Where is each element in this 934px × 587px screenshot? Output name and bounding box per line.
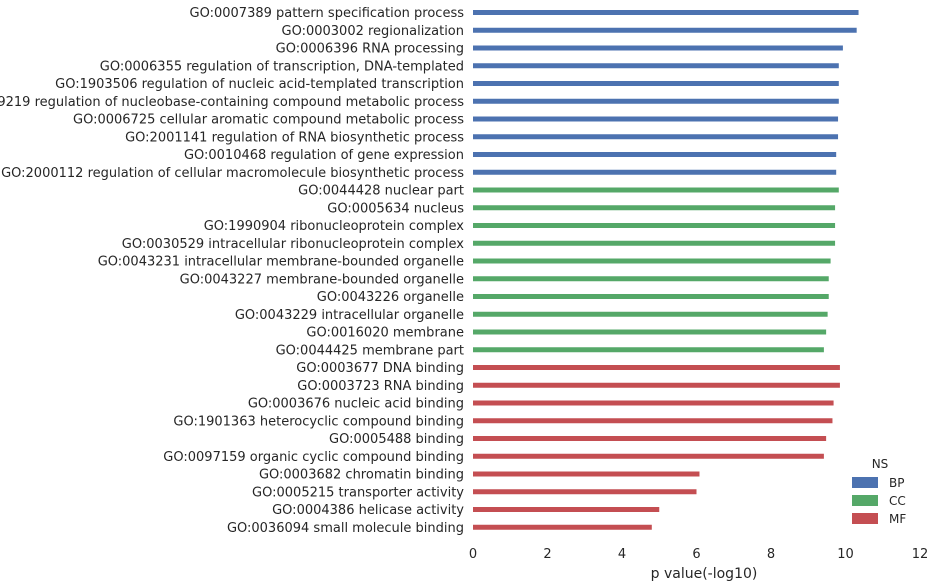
x-tick-label: 2 [543,547,551,562]
legend-label-bp: BP [889,476,904,490]
category-label: GO:0003676 nucleic acid binding [248,397,464,412]
bar-cc [473,240,836,246]
bar-cc [473,187,839,193]
category-label: GO:0006725 cellular aromatic compound me… [73,113,464,128]
bar-cc [473,205,836,211]
category-label: GO:0007389 pattern specification process [190,6,465,21]
bar-bp [473,81,839,86]
bar-mf [473,471,700,477]
category-label: GO:0003682 chromatin binding [259,468,464,483]
bar-bp [473,10,859,15]
category-label: GO:0006355 regulation of transcription, … [100,59,464,74]
x-tick-label: 6 [692,547,700,562]
legend-swatch-cc [852,495,878,506]
bar-mf [473,489,697,495]
bar-mf [473,382,840,388]
category-label: GO:2000112 regulation of cellular macrom… [1,166,464,181]
bar-cc [473,347,824,353]
bar-bp [473,63,839,69]
bar-bp [473,169,837,175]
bar-mf [473,418,833,424]
bar-bp [473,152,837,157]
bar-cc [473,223,836,228]
bar-bp [473,45,843,51]
x-tick-label: 4 [618,547,626,562]
bar-cc [473,311,828,317]
bar-bp [473,27,857,33]
bar-bp [473,98,839,104]
category-label: GO:0003002 regionalization [282,24,464,39]
category-labels: GO:0007389 pattern specification process… [0,6,464,536]
category-label: GO:0019219 regulation of nucleobase-cont… [0,95,464,110]
category-label: GO:0005634 nucleus [327,201,464,216]
category-label: GO:0003677 DNA binding [296,361,464,376]
bar-cc [473,258,831,264]
category-label: GO:0036094 small molecule binding [227,521,464,536]
category-label: GO:0044428 nuclear part [298,184,464,199]
category-label: GO:0003723 RNA binding [297,379,464,394]
x-tick-label: 12 [912,547,929,562]
category-label: GO:0030529 intracellular ribonucleoprote… [122,237,465,252]
x-axis-title: p value(-log10) [651,566,758,582]
x-tick-label: 8 [767,547,775,562]
category-label: GO:0044425 membrane part [276,343,464,358]
legend: NS BP CC MF [852,457,906,526]
category-label: GO:1901363 heterocyclic compound binding [173,414,464,429]
legend-label-mf: MF [889,512,906,526]
legend-swatch-mf [852,513,878,524]
bar-mf [473,365,840,370]
bar-cc [473,294,829,299]
bar-cc [473,329,827,335]
category-label: GO:1903506 regulation of nucleic acid-te… [55,77,464,92]
bar-mf [473,507,660,512]
category-label: GO:1990904 ribonucleoprotein complex [204,219,465,234]
bars-layer [473,10,859,530]
category-label: GO:2001141 regulation of RNA biosyntheti… [125,130,464,145]
category-label: GO:0010468 regulation of gene expression [184,148,464,163]
bar-mf [473,453,824,459]
legend-label-cc: CC [889,494,906,508]
category-label: GO:0097159 organic cyclic compound bindi… [163,450,464,465]
category-label: GO:0016020 membrane [306,326,464,341]
category-label: GO:0043227 membrane-bounded organelle [180,272,464,287]
category-label: GO:0005215 transporter activity [252,485,464,500]
legend-swatch-bp [852,477,878,488]
category-label: GO:0006396 RNA processing [276,42,464,57]
bar-mf [473,524,652,530]
category-label: GO:0005488 binding [329,432,464,447]
bar-bp [473,116,839,122]
x-tick-label: 10 [837,547,854,562]
bar-mf [473,436,827,441]
category-label: GO:0043226 organelle [317,290,464,305]
category-label: GO:0004386 helicase activity [272,503,464,518]
x-axis: 0 2 4 6 8 10 12 [469,547,928,562]
category-label: GO:0043229 intracellular organelle [235,308,464,323]
bar-mf [473,400,834,406]
bar-bp [473,134,839,140]
bar-cc [473,276,829,282]
category-label: GO:0043231 intracellular membrane-bounde… [98,255,464,270]
legend-title: NS [872,457,889,471]
x-tick-label: 0 [469,547,477,562]
